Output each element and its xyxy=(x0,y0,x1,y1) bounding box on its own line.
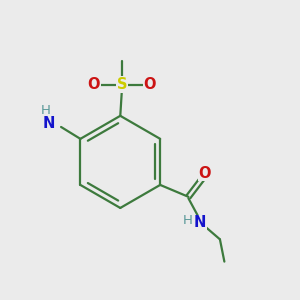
Text: S: S xyxy=(116,77,127,92)
Text: O: O xyxy=(144,77,156,92)
Text: H: H xyxy=(41,104,50,117)
Text: H: H xyxy=(182,214,192,227)
Text: O: O xyxy=(199,166,211,181)
Text: N: N xyxy=(194,215,206,230)
Text: O: O xyxy=(87,77,100,92)
Text: N: N xyxy=(43,116,56,131)
